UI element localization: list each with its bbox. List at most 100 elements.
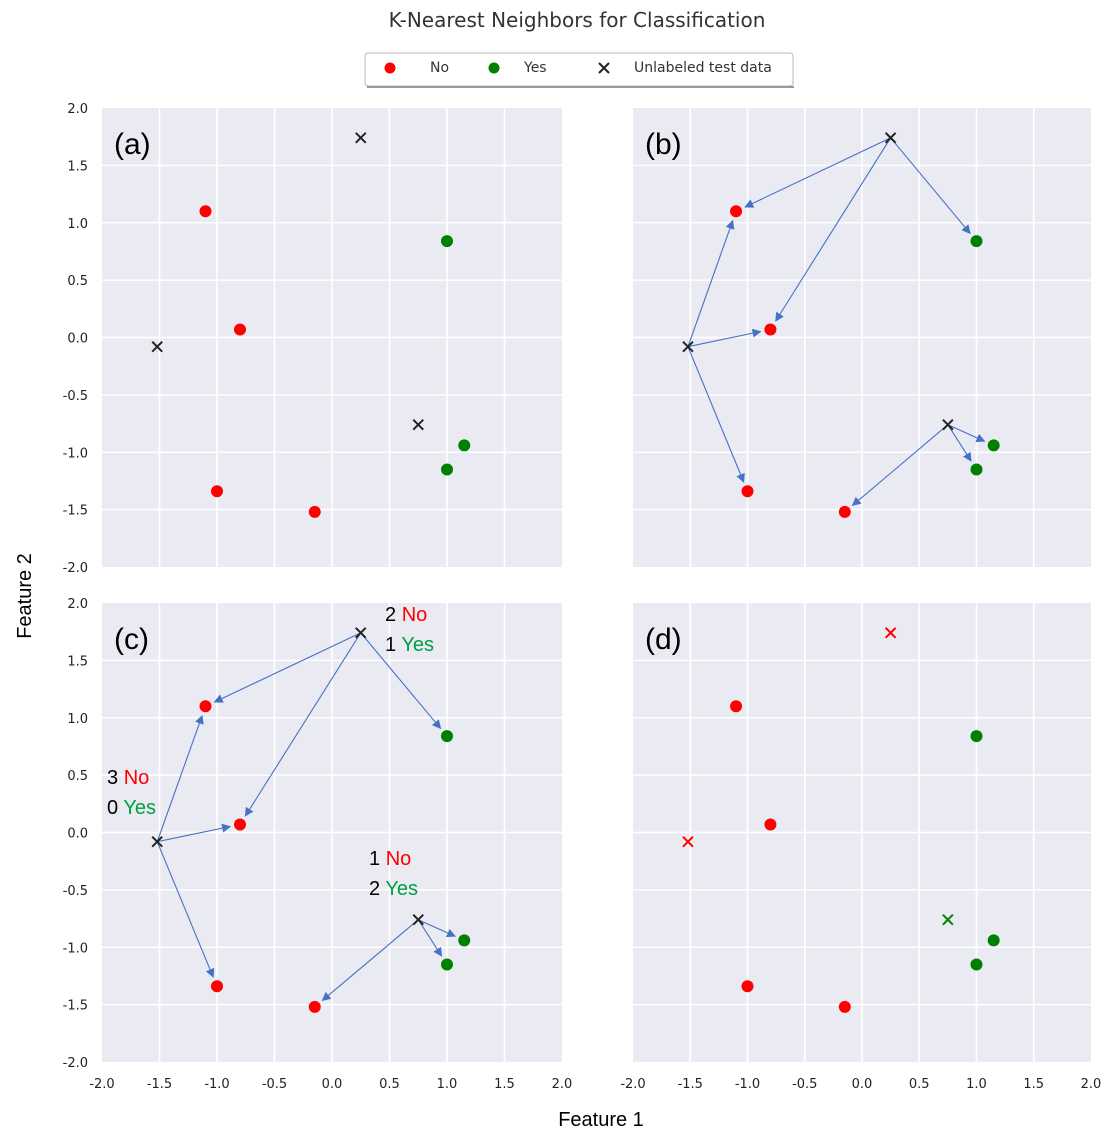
point-no — [741, 980, 754, 993]
vote-count-no-number: 2 — [385, 604, 402, 626]
legend: No Yes Unlabeled test data — [364, 52, 794, 88]
point-no — [838, 1000, 851, 1013]
panel-label: (c) — [114, 623, 149, 656]
x-tick-label: 0.0 — [322, 1077, 343, 1092]
vote-count-yes: 2 Yes — [369, 878, 418, 900]
vote-count-no-word: No — [124, 767, 150, 789]
vote-count-no-number: 1 — [369, 848, 386, 870]
point-yes — [970, 958, 983, 971]
panel-label: (b) — [645, 128, 682, 161]
neighbor-arrow — [213, 632, 361, 703]
point-classified-test — [884, 627, 897, 639]
y-tick-label: 2.0 — [67, 102, 88, 117]
neighbor-arrow — [687, 219, 735, 347]
y-tick-label: -0.5 — [63, 389, 88, 404]
neighbor-arrow — [360, 632, 442, 730]
point-yes — [441, 235, 453, 248]
point-unlabeled — [412, 914, 424, 926]
legend-label: No — [430, 60, 449, 76]
y-tick-label: -1.5 — [63, 999, 88, 1014]
point-yes — [987, 934, 1000, 947]
neighbor-arrow — [156, 841, 215, 978]
panel-label: (a) — [114, 128, 151, 161]
point-no — [199, 700, 212, 713]
x-tick-label: 0.5 — [379, 1077, 400, 1092]
y-tick-label: 1.5 — [67, 654, 88, 669]
neighbor-arrow — [244, 632, 362, 817]
y-tick-label: -2.0 — [63, 561, 88, 576]
panel-d: -2.0 -1.5 -1.0 -0.5 0.0 0.5 1.0 1.5 2.0 (d) — [620, 603, 1101, 1092]
vote-count-yes-word: Yes — [123, 797, 156, 819]
x-tick-label: 1.5 — [494, 1077, 515, 1092]
vote-count-no: 2 No — [385, 604, 427, 626]
legend-marker-unlabeled — [598, 62, 610, 74]
x-tick-label: -0.5 — [262, 1077, 287, 1092]
point-yes — [987, 439, 1000, 452]
y-tick-label: 1.0 — [67, 217, 88, 232]
panel-c: 2.0 1.5 1.0 0.5 0.0 -0.5 -1.0 -1.5 -2.0-2.0 -1.5 -… — [63, 597, 573, 1092]
point-yes — [970, 463, 983, 476]
y-tick-label: -1.0 — [63, 941, 88, 956]
y-tick-label: 0.0 — [67, 827, 88, 842]
y-axis-label: Feature 2 — [14, 553, 36, 639]
point-no — [211, 485, 223, 498]
chart-title: K-Nearest Neighbors for Classification — [389, 8, 766, 32]
x-tick-label: 2.0 — [552, 1077, 573, 1092]
x-tick-label: -0.5 — [792, 1077, 817, 1092]
legend-marker-no — [384, 62, 396, 74]
vote-count-yes-word: Yes — [385, 878, 418, 900]
point-yes — [970, 730, 983, 743]
point-yes — [441, 958, 453, 971]
vote-count-no-word: No — [402, 604, 428, 626]
point-unlabeled — [151, 835, 163, 848]
point-yes — [458, 439, 471, 452]
y-tick-label: 1.0 — [67, 712, 88, 727]
neighbor-arrow — [687, 346, 745, 483]
x-tick-label: -1.5 — [678, 1077, 703, 1092]
point-no — [234, 818, 246, 831]
legend-marker-yes — [488, 62, 500, 74]
point-classified-test — [942, 914, 954, 926]
neighbor-arrow — [417, 919, 443, 957]
point-no — [199, 205, 212, 218]
neighbor-arrow — [744, 137, 891, 208]
y-tick-label: 1.5 — [67, 159, 88, 174]
point-no — [234, 323, 246, 336]
point-yes — [458, 934, 471, 947]
x-tick-label: 0.0 — [852, 1077, 873, 1092]
y-tick-label: -1.0 — [63, 446, 88, 461]
vote-count-yes-number: 2 — [369, 878, 385, 900]
x-tick-label: -1.5 — [147, 1077, 172, 1092]
point-yes — [441, 730, 453, 743]
neighbor-arrow — [947, 424, 972, 462]
legend-label: Unlabeled test data — [634, 60, 772, 76]
point-unlabeled — [942, 419, 954, 431]
y-tick-label: 2.0 — [67, 597, 88, 612]
point-no — [764, 323, 777, 336]
panel-label: (d) — [645, 623, 682, 656]
neighbor-arrow — [947, 424, 986, 443]
point-unlabeled — [355, 627, 367, 639]
vote-count-no-number: 3 — [107, 767, 124, 789]
point-no — [308, 505, 321, 518]
y-tick-label: -0.5 — [63, 884, 88, 899]
vote-count-yes-number: 1 — [385, 634, 401, 656]
x-tick-label: -1.0 — [735, 1077, 760, 1092]
legend-label: Yes — [523, 60, 547, 76]
point-no — [741, 485, 754, 498]
vote-count-yes: 1 Yes — [385, 634, 434, 656]
vote-count-no-word: No — [386, 848, 412, 870]
x-tick-label: -2.0 — [89, 1077, 114, 1092]
neighbor-arrow — [775, 137, 892, 322]
point-unlabeled — [355, 132, 367, 144]
point-no — [730, 205, 743, 218]
point-no — [838, 505, 851, 518]
vote-count-no: 1 No — [369, 848, 411, 870]
point-no — [730, 700, 743, 713]
y-tick-label: 0.5 — [67, 274, 88, 289]
panel-b: (b) — [633, 108, 1091, 567]
point-no — [308, 1000, 321, 1013]
neighbor-arrow — [851, 424, 949, 507]
point-classified-test — [682, 835, 694, 848]
